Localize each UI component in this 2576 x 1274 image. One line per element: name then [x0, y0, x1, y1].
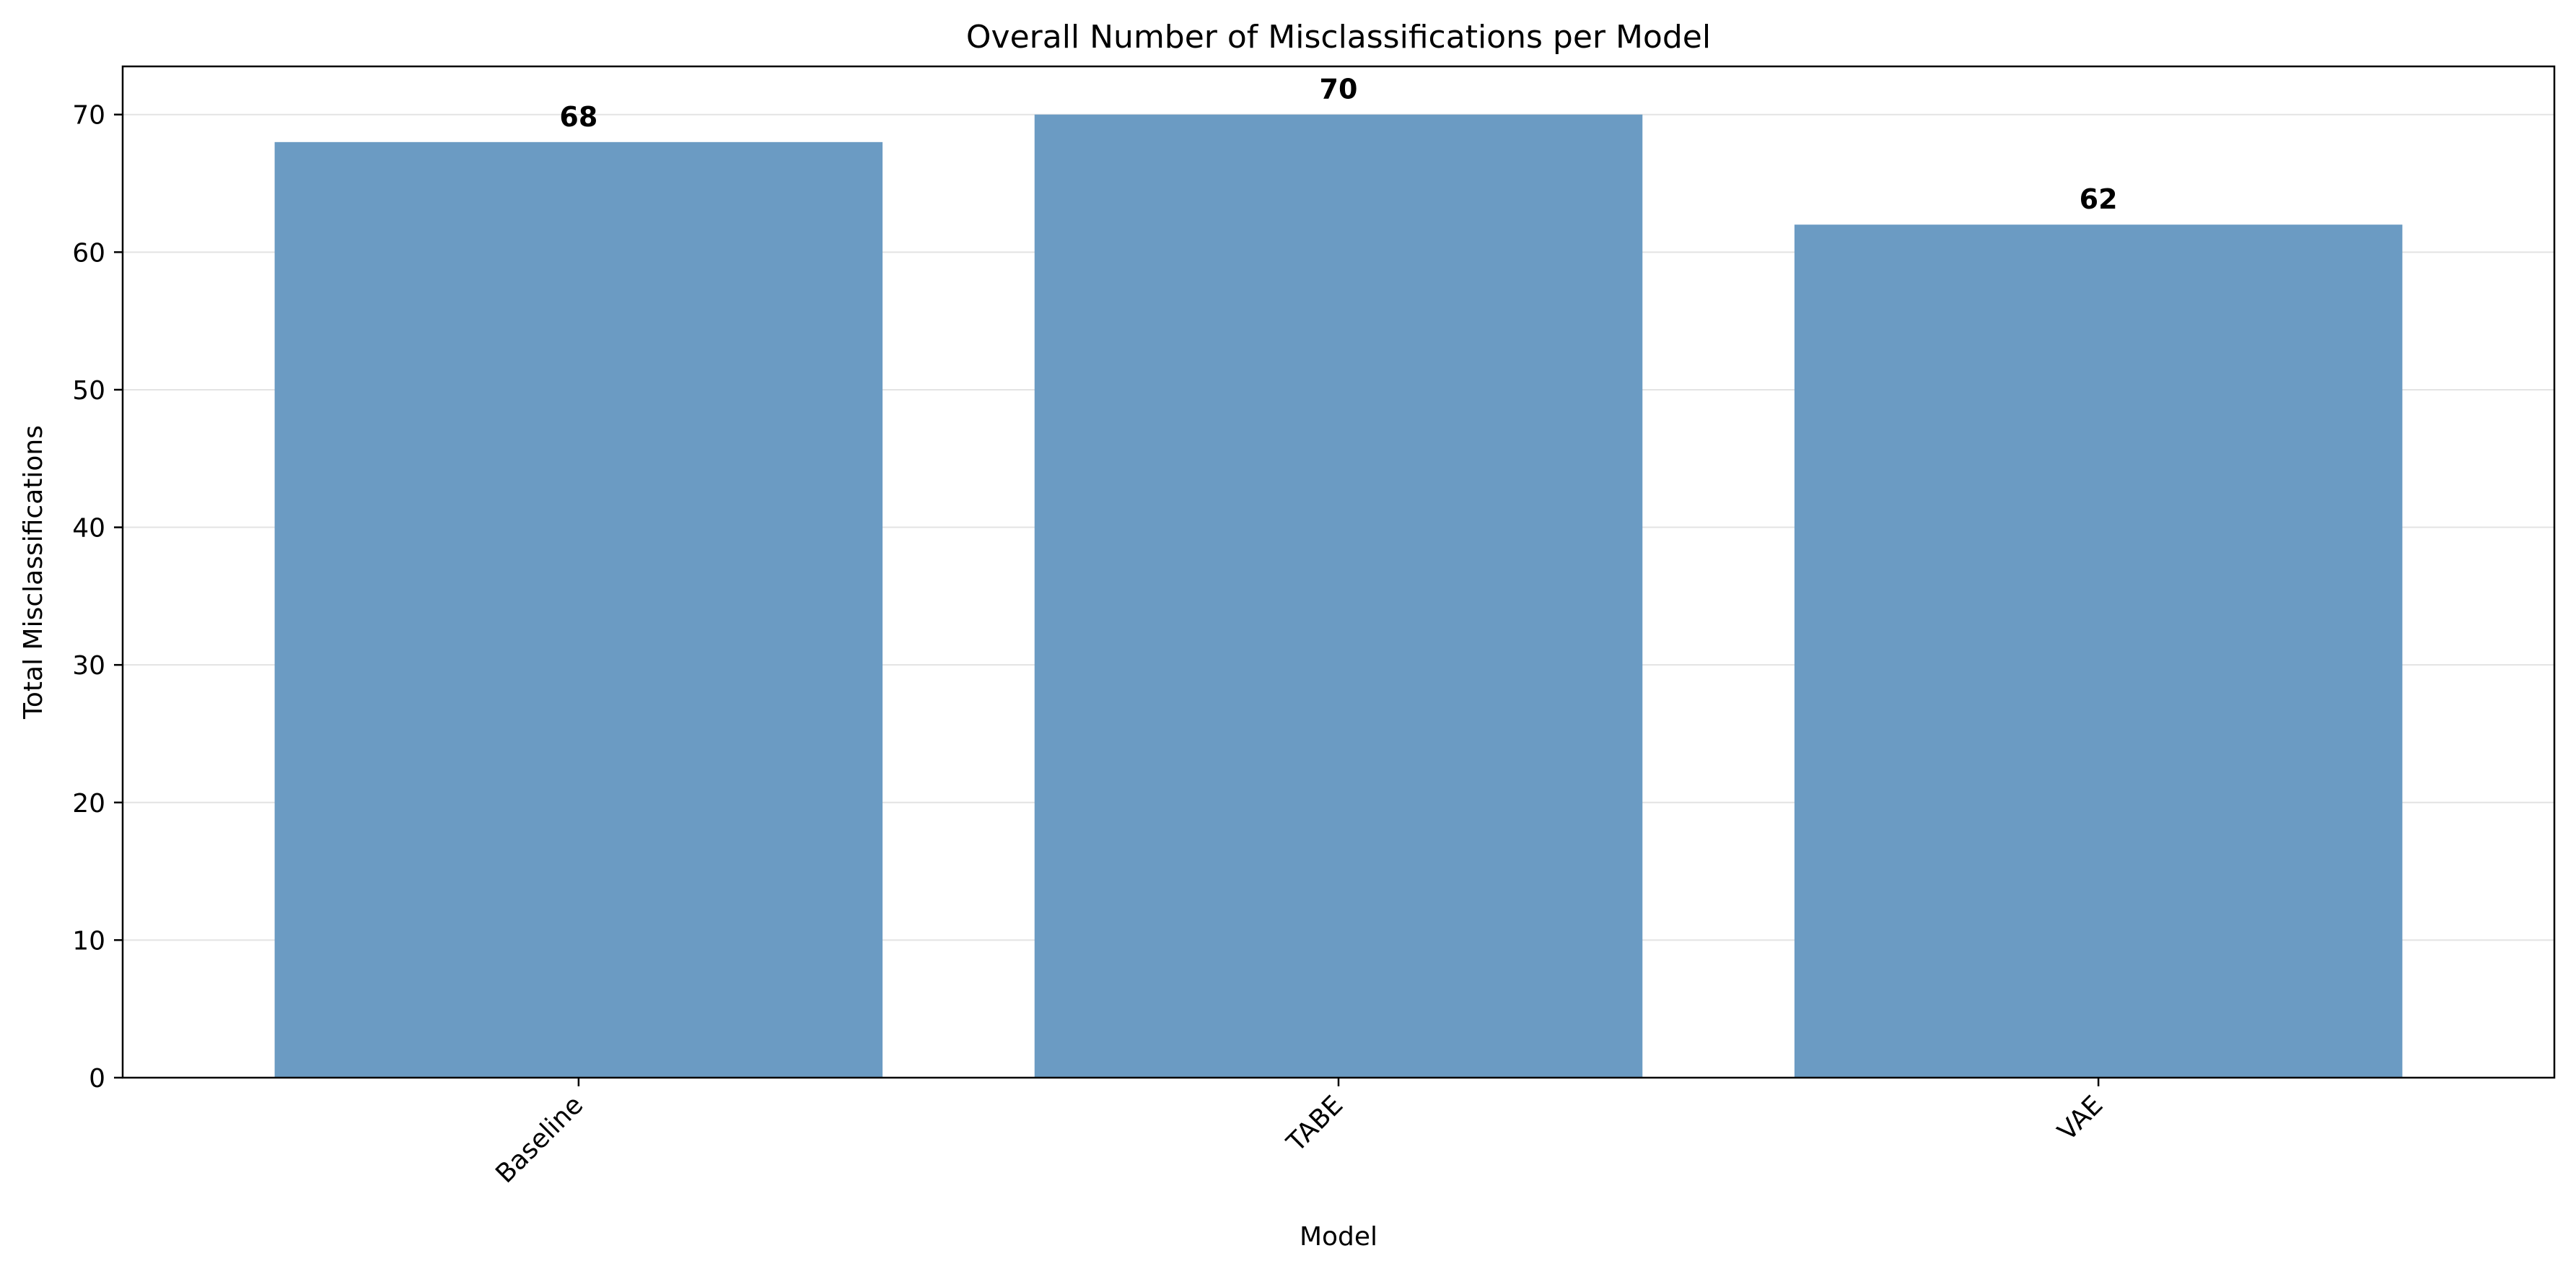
y-tick-label: 50 — [72, 376, 105, 406]
y-axis-label: Total Misclassifications — [19, 425, 48, 720]
bars — [274, 114, 2403, 1078]
x-axis-label: Model — [1300, 1222, 1377, 1252]
y-tick-label: 70 — [72, 101, 105, 131]
y-tick-label: 40 — [72, 514, 105, 544]
data-label-tabe: 70 — [1320, 74, 1358, 105]
bar-baseline — [274, 141, 883, 1078]
y-tick-label: 10 — [72, 926, 105, 956]
y-tick-label: 20 — [72, 789, 105, 819]
x-axis-ticks: Baseline TABE VAE — [490, 1078, 2108, 1189]
x-tick-label-vae: VAE — [2052, 1090, 2108, 1146]
chart-title: Overall Number of Misclassifications per… — [966, 19, 1711, 56]
y-axis-ticks: 0 10 20 30 40 50 60 70 — [72, 101, 123, 1094]
data-labels: 68 70 62 — [559, 74, 2117, 215]
y-tick-label: 30 — [72, 651, 105, 681]
y-tick-label: 0 — [89, 1064, 105, 1094]
x-tick-label-baseline: Baseline — [490, 1090, 589, 1189]
data-label-vae: 62 — [2080, 183, 2118, 215]
y-tick-label: 60 — [72, 238, 105, 268]
data-label-baseline: 68 — [559, 101, 597, 133]
x-tick-label-tabe: TABE — [1281, 1090, 1349, 1158]
bar-tabe — [1034, 114, 1643, 1078]
bar-vae — [1794, 224, 2403, 1078]
